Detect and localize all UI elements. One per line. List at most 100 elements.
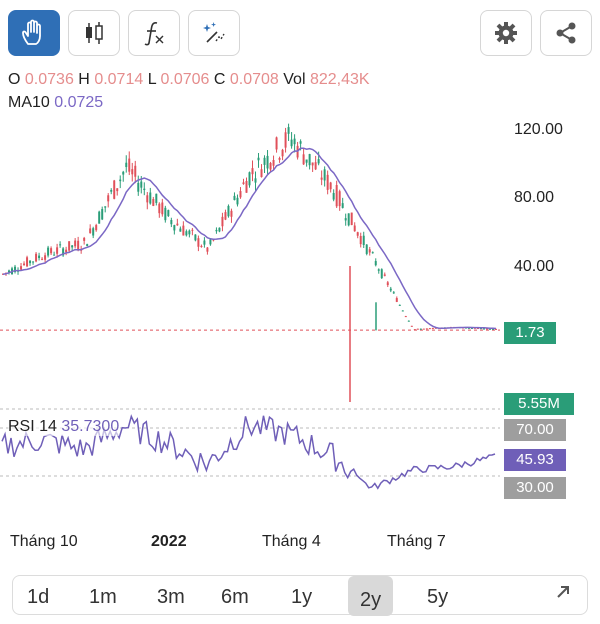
- range-3m-button[interactable]: 3m: [157, 586, 185, 608]
- candle: [314, 162, 317, 170]
- candle: [473, 327, 476, 329]
- candle: [248, 172, 251, 186]
- candle: [275, 137, 278, 150]
- candle: [491, 328, 494, 330]
- range-1d-button[interactable]: 1d: [27, 586, 50, 608]
- candle: [305, 159, 308, 163]
- share-button[interactable]: [540, 10, 592, 56]
- candle: [164, 207, 167, 221]
- candle: [260, 169, 263, 178]
- low-value: 0.0706: [160, 71, 210, 88]
- last-price-badge: 1.73: [504, 322, 556, 344]
- candle: [104, 206, 107, 208]
- range-6m-button[interactable]: 6m: [221, 586, 249, 608]
- candle: [14, 266, 17, 272]
- candle: [20, 266, 23, 270]
- chart-type-button[interactable]: [68, 10, 120, 56]
- candle: [62, 248, 65, 256]
- candle: [98, 211, 101, 224]
- candle: [134, 165, 137, 177]
- candle: [293, 138, 296, 145]
- candle: [143, 188, 146, 191]
- indicators-button[interactable]: [128, 10, 180, 56]
- candle: [467, 327, 470, 329]
- candle: [86, 244, 89, 247]
- candle: [209, 239, 212, 245]
- candle: [245, 180, 248, 193]
- candle: [161, 202, 164, 215]
- candle: [77, 240, 80, 251]
- drawing-tools-button[interactable]: [188, 10, 240, 56]
- candle: [326, 174, 329, 190]
- candle: [392, 292, 395, 294]
- candle: [380, 269, 383, 279]
- range-2y-button[interactable]: 2y: [348, 576, 394, 616]
- ma-legend: MA10 0.0725: [8, 94, 103, 112]
- close-label: C: [213, 71, 226, 88]
- candle: [113, 180, 116, 199]
- rsi-chart[interactable]: [0, 408, 500, 518]
- candle: [212, 239, 215, 241]
- candle: [386, 282, 389, 286]
- candle: [152, 199, 155, 206]
- candle: [128, 158, 131, 172]
- time-axis-label: 2022: [151, 533, 187, 550]
- candle: [377, 269, 380, 271]
- share-icon: [556, 22, 576, 44]
- candle: [410, 325, 413, 327]
- high-value: 0.0714: [94, 71, 144, 88]
- candle: [59, 244, 62, 246]
- candle: [239, 191, 242, 198]
- candle: [140, 181, 143, 188]
- cursor-tool-button[interactable]: [8, 10, 60, 56]
- range-5y-button[interactable]: 5y: [427, 586, 449, 608]
- candle: [83, 237, 86, 241]
- candle: [425, 328, 428, 330]
- candle: [71, 245, 74, 248]
- expand-icon[interactable]: [553, 582, 573, 607]
- candle: [197, 238, 200, 247]
- candle: [101, 209, 104, 220]
- candle: [122, 171, 125, 175]
- candle: [266, 155, 269, 169]
- candle: [287, 127, 290, 134]
- candle: [302, 154, 305, 165]
- volume-label: Vol: [283, 71, 306, 88]
- candle: [338, 191, 341, 207]
- candle: [203, 240, 206, 245]
- candle: [29, 260, 32, 264]
- candle: [284, 132, 287, 148]
- candle: [26, 257, 29, 267]
- candlestick-icon: [86, 22, 103, 44]
- candle: [233, 195, 236, 201]
- candle: [44, 255, 47, 260]
- range-1m-button[interactable]: 1m: [89, 586, 117, 608]
- high-label: H: [78, 71, 90, 88]
- candle: [74, 240, 77, 247]
- candle: [365, 244, 368, 254]
- candle: [320, 177, 323, 180]
- candle: [251, 168, 254, 175]
- candle: [188, 230, 191, 235]
- candle: [179, 228, 182, 232]
- rsi-legend: RSI 14 35.7300: [8, 418, 120, 436]
- price-chart[interactable]: [0, 115, 500, 410]
- candle: [413, 329, 416, 331]
- candle: [254, 178, 257, 183]
- candle: [35, 253, 38, 262]
- rsi-line: [1, 414, 496, 490]
- volume-badge: 5.55M: [504, 393, 574, 415]
- candle: [8, 270, 11, 273]
- range-1y-button[interactable]: 1y: [291, 586, 313, 608]
- candle: [371, 252, 374, 254]
- candle: [155, 193, 158, 203]
- magic-wand-icon: [203, 22, 225, 43]
- candle: [116, 188, 119, 192]
- candle: [107, 195, 110, 202]
- low-label: L: [147, 71, 157, 88]
- candle: [110, 190, 113, 192]
- settings-button[interactable]: [480, 10, 532, 56]
- candle: [428, 328, 431, 330]
- candle: [185, 231, 188, 236]
- candle: [341, 203, 344, 208]
